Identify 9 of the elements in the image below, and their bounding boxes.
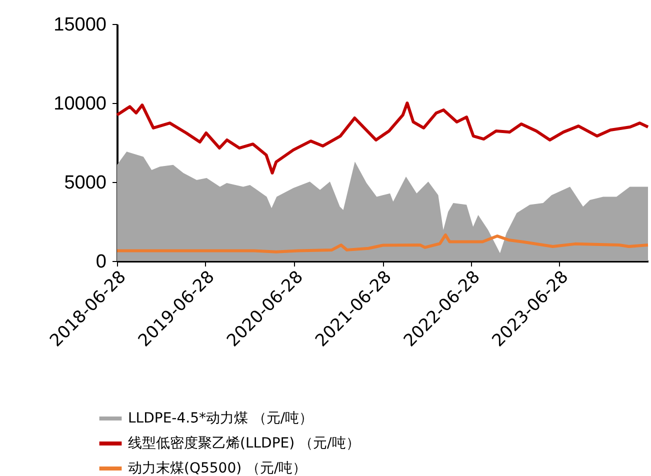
y-tick-label: 15000 <box>54 14 106 36</box>
y-tick-label: 5000 <box>64 172 106 194</box>
line-series <box>116 233 650 254</box>
y-tick-label: 0 <box>96 252 106 272</box>
y-tick-label: 10000 <box>54 94 106 114</box>
legend-label: LLDPE-4.5*动力煤 （元/吨） <box>128 410 314 426</box>
legend-label: 线型低密度聚乙烯(LLDPE) （元/吨） <box>128 436 360 452</box>
line-series <box>116 102 650 174</box>
legend-label: 动力末煤(Q5500) （元/吨） <box>128 460 307 476</box>
